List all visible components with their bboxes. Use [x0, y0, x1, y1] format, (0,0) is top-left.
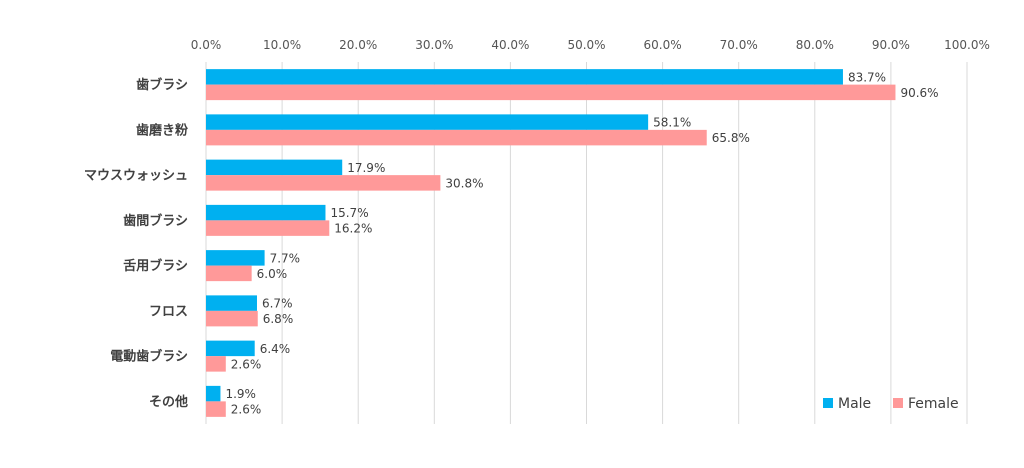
x-tick-label: 20.0%	[339, 38, 377, 52]
category-label: 舌用ブラシ	[123, 258, 188, 274]
data-label-female: 16.2%	[334, 222, 372, 236]
bars	[206, 69, 896, 417]
legend-swatch-female	[893, 398, 903, 408]
bar-female	[206, 356, 226, 372]
bar-male	[206, 204, 326, 221]
bar-female	[206, 175, 441, 191]
bar-female	[206, 310, 258, 327]
x-tick-label: 60.0%	[644, 38, 682, 52]
x-tick-label: 10.0%	[263, 38, 301, 52]
bar-female	[206, 265, 252, 282]
x-tick-label: 0.0%	[191, 38, 222, 52]
bar-male	[206, 69, 843, 85]
legend-swatch-male	[823, 398, 833, 408]
category-label: 歯間ブラシ	[123, 213, 188, 229]
data-label-male: 6.4%	[260, 342, 291, 356]
bar-female	[206, 220, 330, 236]
category-label: 電動歯ブラシ	[110, 349, 188, 365]
bar-female	[206, 129, 707, 146]
legend-label-male: Male	[838, 396, 871, 412]
data-labels: 83.7% 90.6% 58.1% 65.8% 17.9% 30.8% 15.7% 16.2%…	[225, 70, 938, 416]
data-label-female: 90.6%	[900, 86, 938, 100]
x-tick-label: 90.0%	[872, 38, 910, 52]
data-label-female: 2.6%	[231, 357, 262, 371]
x-tick-label: 100.0%	[944, 38, 990, 52]
x-tick-label: 80.0%	[796, 38, 834, 52]
category-label: マウスウォッシュ	[84, 169, 188, 184]
bar-male	[206, 159, 343, 176]
data-label-female: 65.8%	[712, 131, 750, 145]
category-label: その他	[149, 394, 188, 410]
x-axis-tick-labels: 0.0% 10.0% 20.0% 30.0% 40.0% 50.0% 60.0% 70.0% 8…	[191, 38, 990, 52]
category-label: フロス	[149, 304, 188, 319]
data-label-male: 83.7%	[848, 70, 886, 84]
data-label-male: 17.9%	[347, 161, 385, 175]
data-label-male: 6.7%	[262, 297, 293, 311]
x-tick-label: 40.0%	[491, 38, 529, 52]
data-label-female: 2.6%	[231, 403, 262, 417]
data-label-female: 6.0%	[257, 267, 288, 281]
data-label-female: 6.8%	[263, 312, 294, 326]
x-tick-label: 30.0%	[415, 38, 453, 52]
bar-female	[206, 401, 226, 417]
data-label-male: 15.7%	[330, 206, 368, 220]
x-tick-label: 50.0%	[567, 38, 605, 52]
data-label-female: 30.8%	[445, 176, 483, 190]
bar-male	[206, 114, 649, 130]
data-label-male: 1.9%	[225, 387, 256, 401]
bar-female	[206, 84, 896, 101]
bar-male	[206, 295, 257, 311]
bar-male	[206, 385, 221, 402]
legend: Male Female	[823, 396, 959, 412]
x-tick-label: 70.0%	[720, 38, 758, 52]
bar-male	[206, 340, 255, 357]
bar-male	[206, 250, 265, 266]
data-label-male: 7.7%	[270, 251, 301, 265]
category-label: 歯磨き粉	[136, 122, 188, 138]
data-label-male: 58.1%	[653, 116, 691, 130]
legend-label-female: Female	[908, 396, 959, 412]
category-label: 歯ブラシ	[136, 77, 188, 93]
